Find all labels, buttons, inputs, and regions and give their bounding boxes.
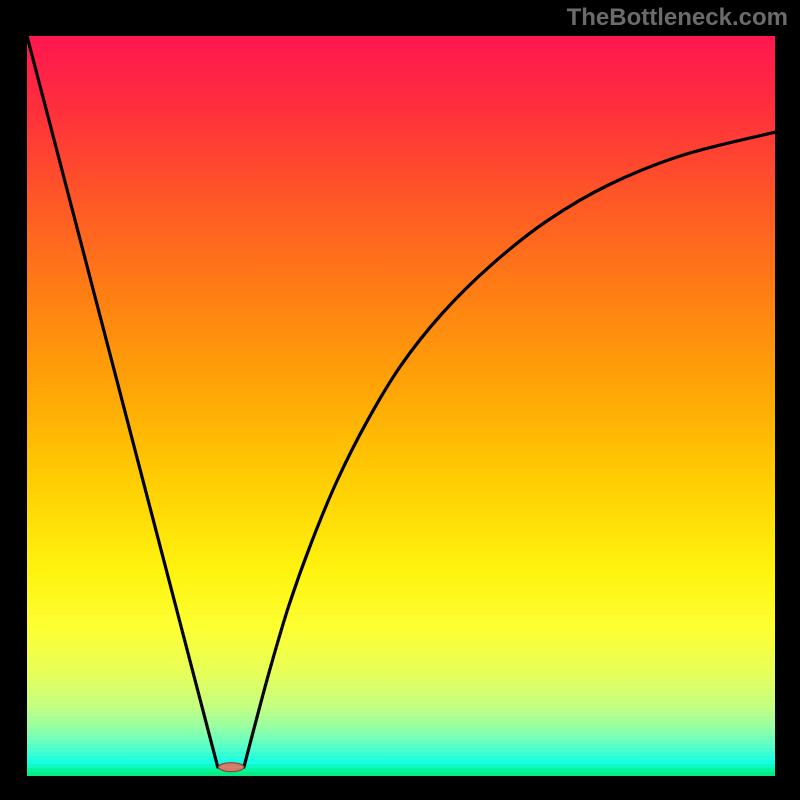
striation-overlay	[27, 606, 775, 776]
plot-area	[27, 36, 775, 776]
watermark-text: TheBottleneck.com	[567, 4, 788, 32]
